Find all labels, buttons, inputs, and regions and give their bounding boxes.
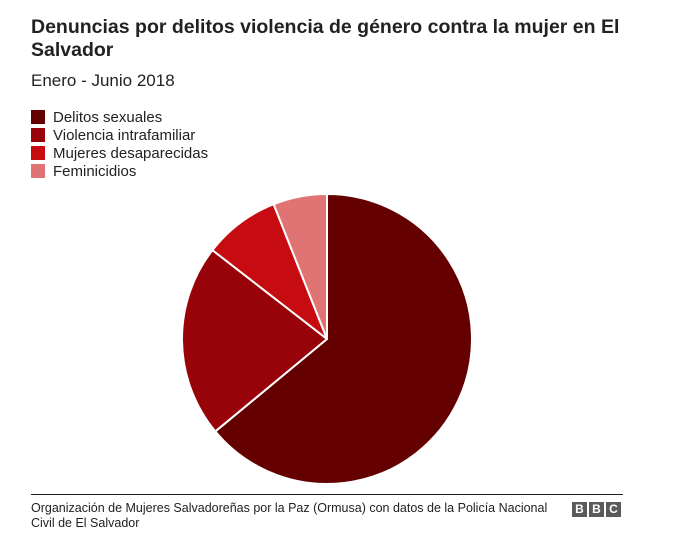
bbc-logo-letter: C xyxy=(606,502,621,517)
legend-label: Mujeres desaparecidas xyxy=(53,144,209,162)
legend-label: Violencia intrafamiliar xyxy=(53,126,196,144)
bbc-logo: B B C xyxy=(572,502,621,517)
legend-label: Delitos sexuales xyxy=(53,108,163,126)
legend-item-delitos-sexuales: Delitos sexuales xyxy=(31,108,208,126)
chart-subtitle: Enero - Junio 2018 xyxy=(31,71,175,90)
pie-slice-delitos-sexuales xyxy=(214,193,473,485)
bbc-logo-letter: B xyxy=(589,502,604,517)
legend-swatch xyxy=(31,164,45,178)
legend-item-feminicidios: Feminicidios xyxy=(31,162,208,180)
legend-label: Feminicidios xyxy=(53,162,137,180)
legend-swatch xyxy=(31,110,45,124)
pie-slice-feminicidios xyxy=(272,193,328,340)
legend: Delitos sexuales Violencia intrafamiliar… xyxy=(31,108,208,180)
legend-swatch xyxy=(31,128,45,142)
chart-title: Denuncias por delitos violencia de géner… xyxy=(31,16,620,61)
footer-divider xyxy=(31,494,623,495)
legend-item-mujeres-desaparecidas: Mujeres desaparecidas xyxy=(31,144,208,162)
pie-slice-violencia-intrafamiliar xyxy=(181,249,328,433)
bbc-logo-letter: B xyxy=(572,502,587,517)
legend-swatch xyxy=(31,146,45,160)
legend-item-violencia-intrafamiliar: Violencia intrafamiliar xyxy=(31,126,208,144)
source-note: Organización de Mujeres Salvadoreñas por… xyxy=(31,501,548,530)
